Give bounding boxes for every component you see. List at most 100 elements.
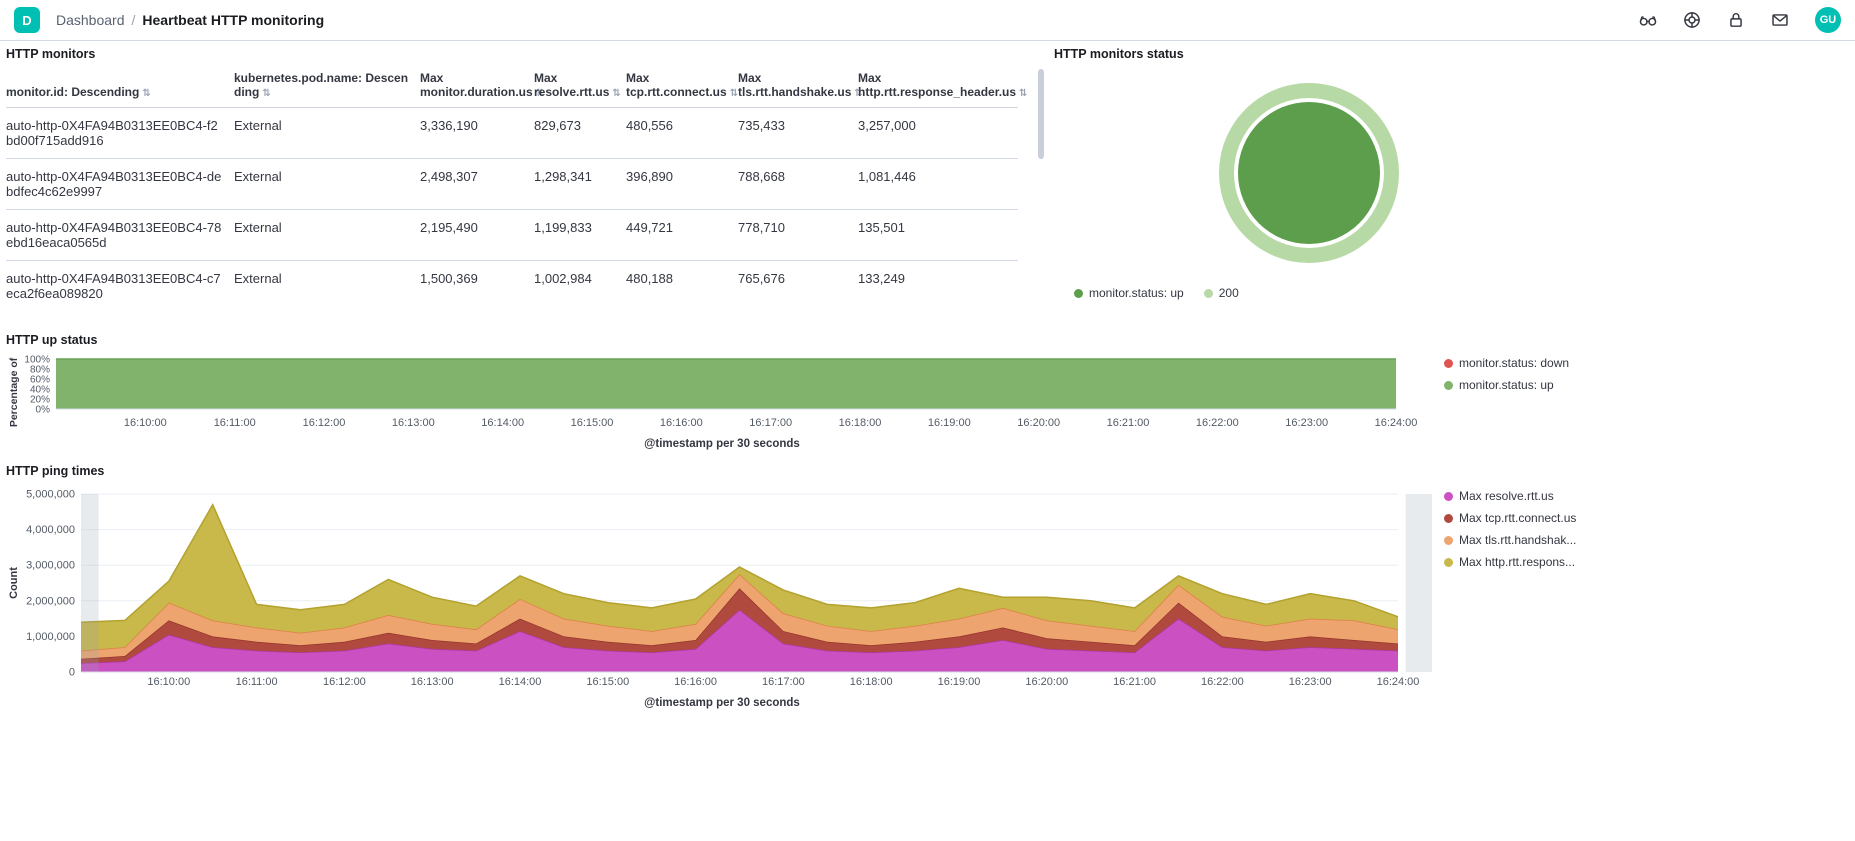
breadcrumb-dashboard-link[interactable]: Dashboard <box>56 12 125 28</box>
table-cell: 3,336,190 <box>420 107 534 159</box>
donut-inner-circle <box>1238 102 1380 244</box>
legend-item[interactable]: monitor.status: up <box>1074 286 1184 300</box>
table-row: auto-http-0X4FA94B0313EE0BC4-f2bd00f715a… <box>6 107 1018 159</box>
table-cell: 1,298,341 <box>534 158 626 210</box>
svg-text:16:11:00: 16:11:00 <box>214 417 256 429</box>
column-header[interactable]: Max resolve.rtt.us ⇅ <box>534 65 626 108</box>
column-header-label: monitor.id: Descending <box>6 85 140 99</box>
svg-text:5,000,000: 5,000,000 <box>26 489 75 501</box>
table-cell: 1,081,446 <box>858 158 1018 210</box>
svg-text:100%: 100% <box>24 355 50 366</box>
svg-text:16:18:00: 16:18:00 <box>839 417 882 429</box>
sort-icon: ⇅ <box>142 88 151 99</box>
legend-item[interactable]: monitor.status: up <box>1444 378 1619 392</box>
table-cell: auto-http-0X4FA94B0313EE0BC4-f2bd00f715a… <box>6 107 234 159</box>
column-header-label: Max http.rtt.response_header.us <box>858 71 1017 99</box>
legend-item[interactable]: Max tcp.rtt.connect.us <box>1444 511 1619 525</box>
svg-text:0%: 0% <box>36 405 51 416</box>
table-row: auto-http-0X4FA94B0313EE0BC4-c7eca2f6ea0… <box>6 260 1018 311</box>
table-cell: 449,721 <box>626 209 738 261</box>
svg-text:16:24:00: 16:24:00 <box>1377 676 1420 688</box>
svg-text:16:22:00: 16:22:00 <box>1201 676 1244 688</box>
table-cell: 1,199,833 <box>534 209 626 261</box>
column-header[interactable]: Max monitor.duration.us ⇅ <box>420 65 544 108</box>
sort-icon: ⇅ <box>262 88 271 99</box>
svg-text:16:17:00: 16:17:00 <box>749 417 792 429</box>
svg-text:16:10:00: 16:10:00 <box>124 417 167 429</box>
table-row: auto-http-0X4FA94B0313EE0BC4-78ebd16eaca… <box>6 209 1018 261</box>
user-avatar[interactable]: GU <box>1815 7 1841 33</box>
table-header-row: monitor.id: Descending ⇅ kubernetes.pod.na… <box>6 65 1027 108</box>
column-header[interactable]: Max tcp.rtt.connect.us ⇅ <box>626 65 738 108</box>
legend-item[interactable]: Max http.rtt.respons... <box>1444 555 1619 569</box>
svg-text:16:19:00: 16:19:00 <box>938 676 981 688</box>
table-cell: 133,249 <box>858 260 1018 311</box>
column-header[interactable]: kubernetes.pod.name: Descending ⇅ <box>234 65 420 108</box>
help-ring-icon[interactable] <box>1683 11 1701 29</box>
legend-item[interactable]: 200 <box>1203 286 1239 300</box>
svg-text:80%: 80% <box>30 365 50 376</box>
glasses-icon[interactable] <box>1639 11 1657 29</box>
kibana-logo[interactable]: D <box>14 7 40 33</box>
column-header-label: Max tcp.rtt.connect.us <box>626 71 727 99</box>
svg-text:16:20:00: 16:20:00 <box>1017 417 1060 429</box>
table-row: auto-http-0X4FA94B0313EE0BC4-debdfec4c62… <box>6 158 1018 210</box>
svg-text:0: 0 <box>69 667 75 679</box>
svg-text:16:16:00: 16:16:00 <box>660 417 703 429</box>
lock-icon[interactable] <box>1727 11 1745 29</box>
svg-text:1,000,000: 1,000,000 <box>26 631 75 643</box>
up-status-chart[interactable]: 0%20%40%60%80%100% 16:10:00 16:11:00 16:12:… <box>6 341 1438 431</box>
legend-item[interactable]: monitor.status: down <box>1444 356 1619 370</box>
panel-title-http-ping-times: HTTP ping times <box>6 464 105 478</box>
legend-label: monitor.status: up <box>1089 286 1184 300</box>
table-cell: 3,257,000 <box>858 107 1018 159</box>
column-header[interactable]: Max http.rtt.response_header.us ⇅ <box>858 65 1027 108</box>
svg-text:16:15:00: 16:15:00 <box>571 417 614 429</box>
table-cell: 778,710 <box>738 209 858 261</box>
svg-text:16:21:00: 16:21:00 <box>1107 417 1150 429</box>
svg-text:16:24:00: 16:24:00 <box>1375 417 1418 429</box>
pie-legend: monitor.status: up 200 <box>1074 286 1566 300</box>
panel-http-monitors-status: HTTP monitors status monitor.status: up 2… <box>1054 47 1566 319</box>
legend-label: 200 <box>1218 286 1239 300</box>
app-header: D Dashboard / Heartbeat HTTP monitoring … <box>0 0 1855 41</box>
panel-http-up-status: HTTP up status 0% 20% 40% 60% 80% 100% 16:10:0… <box>6 333 1845 450</box>
svg-text:16:20:00: 16:20:00 <box>1025 676 1068 688</box>
svg-text:16:23:00: 16:23:00 <box>1285 417 1328 429</box>
svg-text:16:18:00: 16:18:00 <box>850 676 893 688</box>
column-header[interactable]: monitor.id: Descending ⇅ <box>6 65 234 108</box>
table-cell: External <box>234 209 420 261</box>
legend-label: Max tcp.rtt.connect.us <box>1459 511 1577 525</box>
status-donut-chart[interactable] <box>1054 65 1566 273</box>
monitors-table: monitor.id: Descending ⇅ kubernetes.pod.na… <box>6 65 1044 311</box>
table-scrollbar[interactable] <box>1038 69 1044 159</box>
table-cell: 765,676 <box>738 260 858 311</box>
legend-item[interactable]: Max resolve.rtt.us <box>1444 489 1619 503</box>
svg-text:16:23:00: 16:23:00 <box>1289 676 1332 688</box>
legend-dot <box>1444 557 1453 567</box>
column-header[interactable]: Max tls.rtt.handshake.us ⇅ <box>738 65 863 108</box>
svg-text:16:19:00: 16:19:00 <box>928 417 971 429</box>
ping-times-chart[interactable]: 0 1,000,000 2,000,000 3,000,000 4,000,000 5,0… <box>6 488 1438 690</box>
dashboard-canvas: HTTP monitors monitor.id: Descending ⇅ kub… <box>0 41 1855 709</box>
table-cell: 1,002,984 <box>534 260 626 311</box>
up-status-x-axis-title: @timestamp per 30 seconds <box>644 438 800 450</box>
svg-text:16:17:00: 16:17:00 <box>762 676 805 688</box>
legend-label: monitor.status: down <box>1459 356 1570 370</box>
legend-item[interactable]: Max tls.rtt.handshak... <box>1444 533 1619 547</box>
table-cell: 480,188 <box>626 260 738 311</box>
monitors-table-body: auto-http-0X4FA94B0313EE0BC4-f2bd00f715a… <box>6 107 1018 311</box>
table-cell: External <box>234 260 420 311</box>
table-cell: 135,501 <box>858 209 1018 261</box>
panel-title-http-up-status: HTTP up status <box>6 333 98 347</box>
svg-text:16:13:00: 16:13:00 <box>411 676 454 688</box>
breadcrumb-separator: / <box>131 12 136 28</box>
svg-text:16:22:00: 16:22:00 <box>1196 417 1239 429</box>
breadcrumb-current: Heartbeat HTTP monitoring <box>142 12 325 28</box>
table-cell: 829,673 <box>534 107 626 159</box>
svg-text:60%: 60% <box>30 375 50 386</box>
mail-icon[interactable] <box>1771 11 1789 29</box>
panel-http-monitors: HTTP monitors monitor.id: Descending ⇅ kub… <box>6 47 1044 319</box>
legend-label: Max http.rtt.respons... <box>1459 555 1576 569</box>
table-cell: 2,195,490 <box>420 209 534 261</box>
